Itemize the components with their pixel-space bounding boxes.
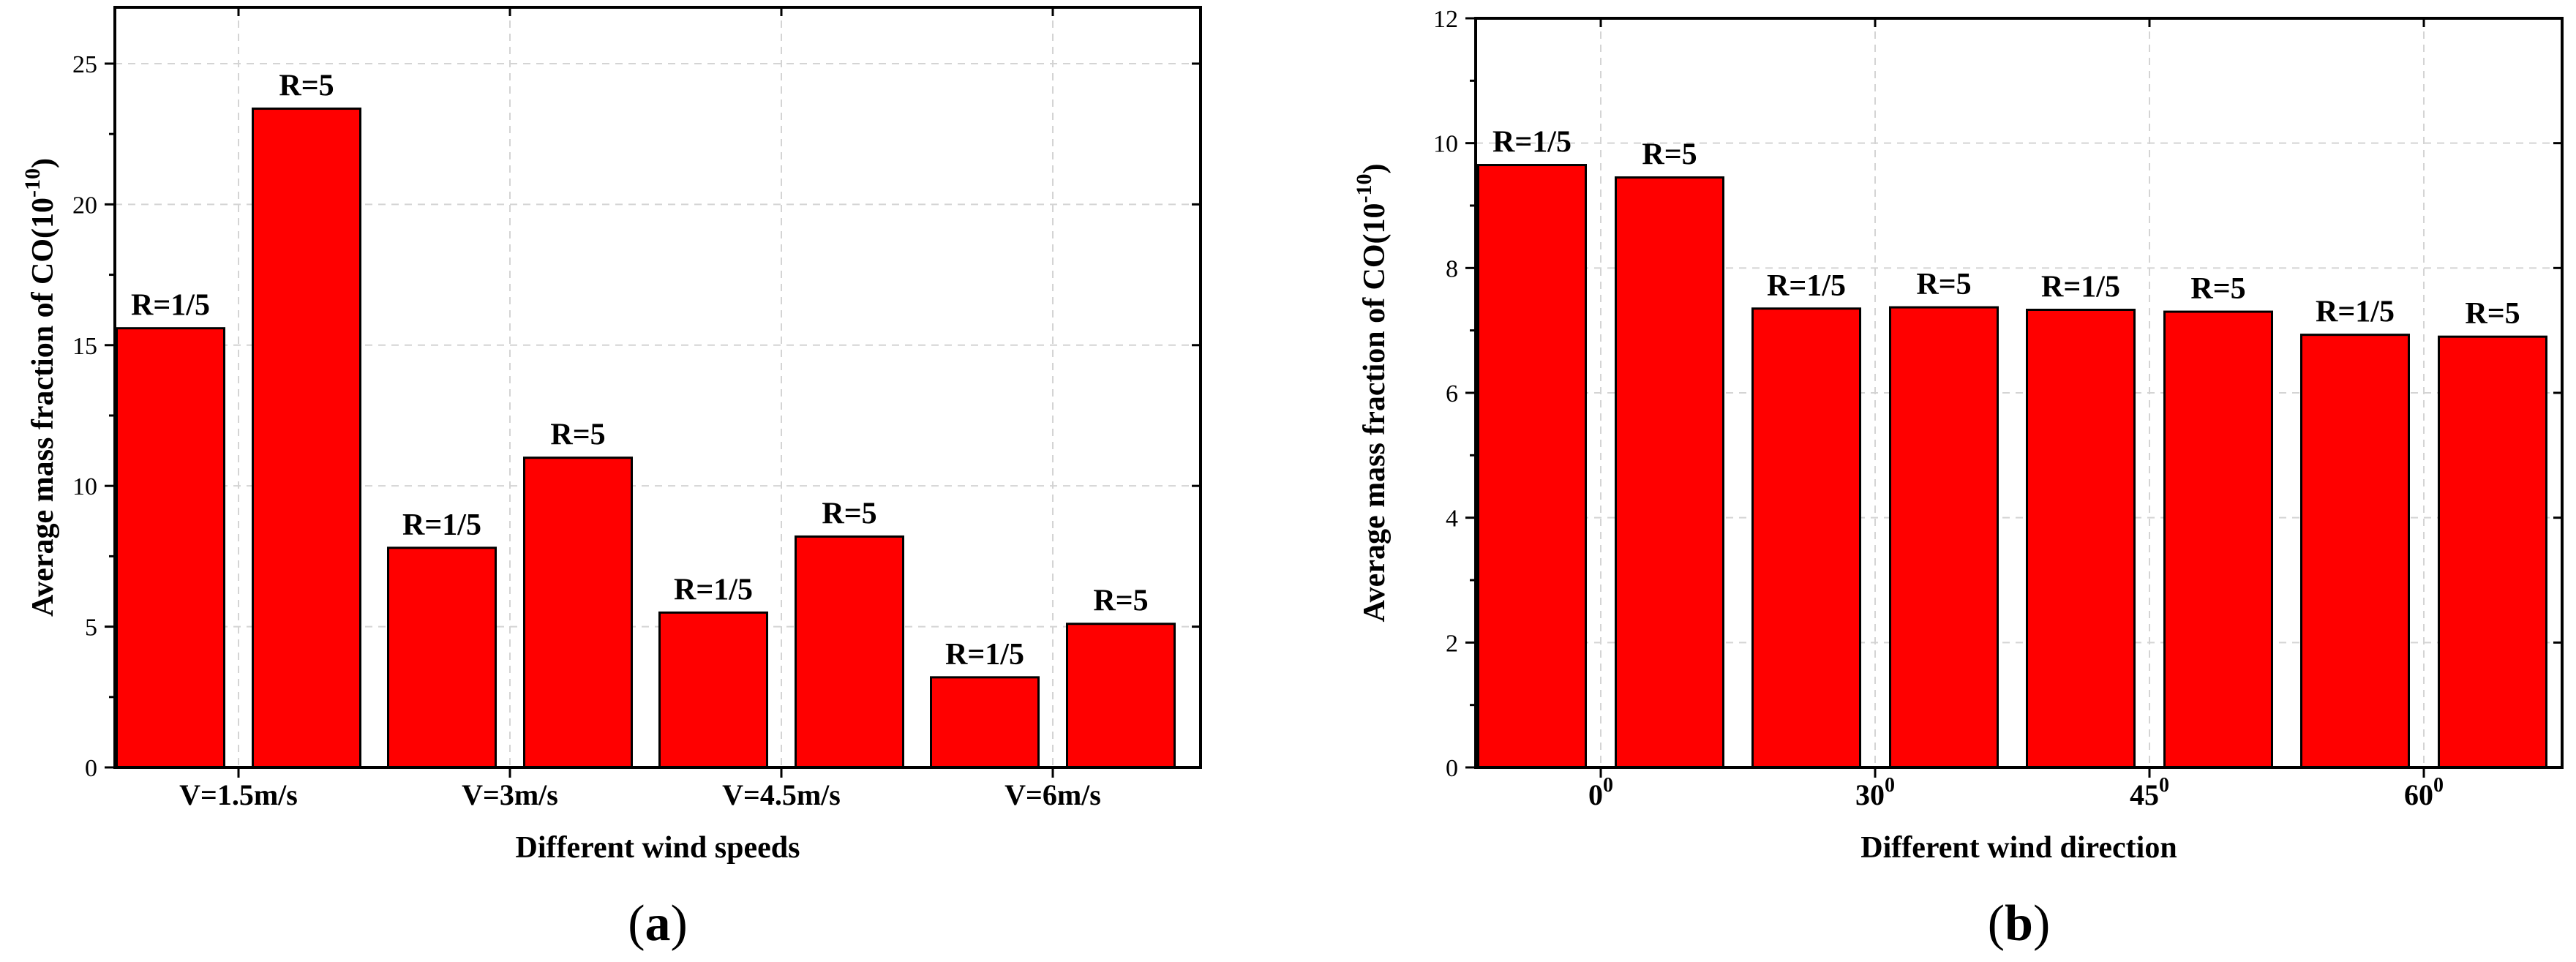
bar-1 — [1477, 164, 1587, 769]
bar-label-6: R=5 — [822, 497, 876, 530]
x-axis-title: Different wind direction — [1860, 831, 2177, 865]
bar-label-1: R=1/5 — [131, 289, 210, 323]
bar-label-1: R=1/5 — [1492, 126, 1571, 159]
x-category-label: V=4.5m/s — [722, 778, 841, 811]
y-tick-label: 0 — [1446, 755, 1458, 782]
chart-panel-a: R=1/5 R=5 R=1/5 R=5 R=1/5 R=5 R=1/5 R=5 0 5 10 15 20… — [20, 6, 1202, 952]
bar-label-4: R=5 — [1916, 268, 1971, 301]
x-axis-title: Different wind speeds — [516, 831, 800, 865]
bar-label-5: R=1/5 — [2041, 271, 2120, 304]
x-category-label: 300 — [1855, 774, 1895, 811]
x-category-label: 00 — [1588, 774, 1613, 811]
bar-label-3: R=1/5 — [402, 508, 481, 542]
y-tick-label: 25 — [72, 51, 97, 78]
panel-label: (b) — [1988, 895, 2051, 952]
x-category-label: 600 — [2404, 774, 2444, 811]
y-tick-label: 8 — [1446, 255, 1458, 282]
bar-label-8: R=5 — [1093, 585, 1148, 618]
bar-8 — [2438, 335, 2547, 769]
plot-frame — [113, 6, 1202, 769]
bar-4 — [523, 456, 633, 769]
y-tick-label: 2 — [1446, 630, 1458, 657]
x-category-label: V=3m/s — [462, 778, 558, 811]
x-category-label: 450 — [2130, 774, 2169, 811]
bar-2 — [1615, 176, 1724, 769]
bar-3 — [387, 546, 497, 769]
bar-7 — [930, 676, 1040, 769]
bar-label-7: R=1/5 — [945, 638, 1024, 672]
y-tick-label: 5 — [85, 615, 97, 642]
y-axis-title: Average mass fraction of CO(10-10) — [1352, 163, 1392, 622]
bar-label-3: R=1/5 — [1767, 269, 1846, 303]
bar-8 — [1066, 623, 1176, 769]
y-tick-label: 0 — [85, 755, 97, 782]
bar-label-6: R=5 — [2190, 272, 2245, 306]
y-tick-label: 10 — [1433, 131, 1458, 158]
y-axis-title: Average mass fraction of CO(10-10) — [20, 158, 60, 617]
x-category-label: V=6m/s — [1005, 778, 1101, 811]
bar-5 — [2026, 309, 2136, 769]
bar-label-7: R=1/5 — [2316, 296, 2395, 329]
bar-3 — [1751, 307, 1861, 769]
bar-label-2: R=5 — [1642, 138, 1697, 172]
bar-label-2: R=5 — [279, 69, 334, 103]
y-tick-label: 10 — [72, 473, 97, 500]
bar-2 — [252, 108, 361, 769]
panel-label: (a) — [628, 895, 688, 952]
bar-1 — [116, 327, 225, 769]
bar-7 — [2300, 334, 2410, 769]
bar-6 — [2163, 310, 2273, 769]
bar-label-4: R=5 — [550, 418, 605, 452]
chart-panel-b: R=1/5 R=5 R=1/5 R=5 R=1/5 R=5 R=1/5 R=5 0 2 4 6 8 10 1… — [1352, 6, 2564, 952]
x-category-label: V=1.5m/s — [179, 778, 298, 811]
y-tick-label: 4 — [1446, 506, 1458, 533]
y-tick-label: 15 — [72, 333, 97, 360]
y-tick-label: 20 — [72, 192, 97, 219]
bar-label-5: R=1/5 — [674, 573, 753, 606]
bar-6 — [795, 535, 904, 769]
bar-5 — [658, 611, 768, 769]
bar-4 — [1889, 306, 1999, 769]
y-tick-label: 6 — [1446, 380, 1458, 407]
y-tick-label: 12 — [1433, 6, 1458, 33]
bar-label-8: R=5 — [2465, 297, 2520, 331]
